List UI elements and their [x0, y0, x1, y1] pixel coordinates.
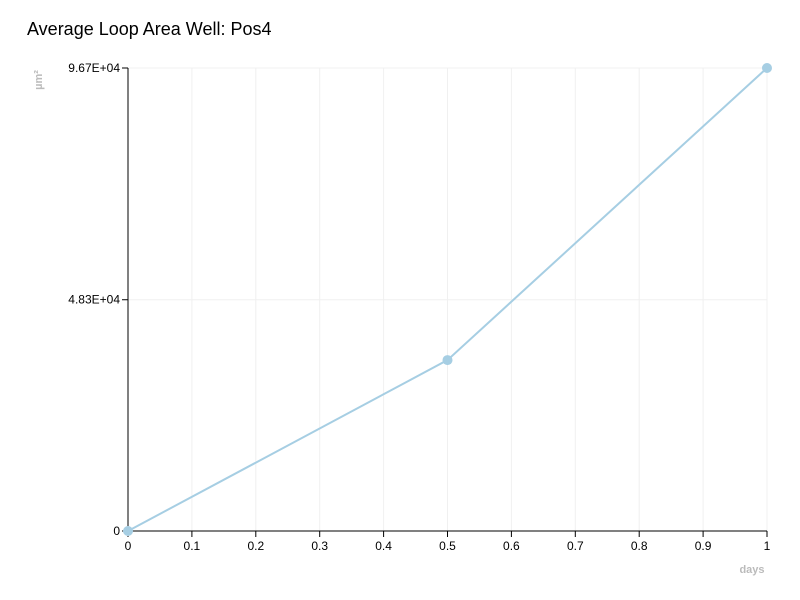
x-axis-label: days — [739, 564, 764, 576]
y-tick-label: 9.67E+04 — [68, 61, 120, 75]
point — [442, 355, 453, 366]
y-tick-label: 0 — [113, 524, 120, 538]
chart-title: Average Loop Area Well: Pos4 — [27, 19, 272, 39]
x-tick-label: 0 — [125, 539, 132, 553]
x-tick-label: 0.2 — [247, 539, 264, 553]
x-tick-label: 0.4 — [375, 539, 392, 553]
y-tick-label: 4.83E+04 — [68, 293, 120, 307]
x-tick-label: 0.6 — [503, 539, 520, 553]
y-axis-label: µm² — [33, 70, 45, 90]
point — [762, 63, 772, 73]
x-tick-label: 0.9 — [695, 539, 712, 553]
x-tick-label: 0.7 — [567, 539, 584, 553]
x-tick-label: 0.1 — [184, 539, 201, 553]
x-tick-label: 1 — [764, 539, 771, 553]
point — [123, 526, 133, 536]
x-tick-label: 0.5 — [439, 539, 456, 553]
x-tick-label: 0.8 — [631, 539, 648, 553]
x-tick-label: 0.3 — [311, 539, 328, 553]
